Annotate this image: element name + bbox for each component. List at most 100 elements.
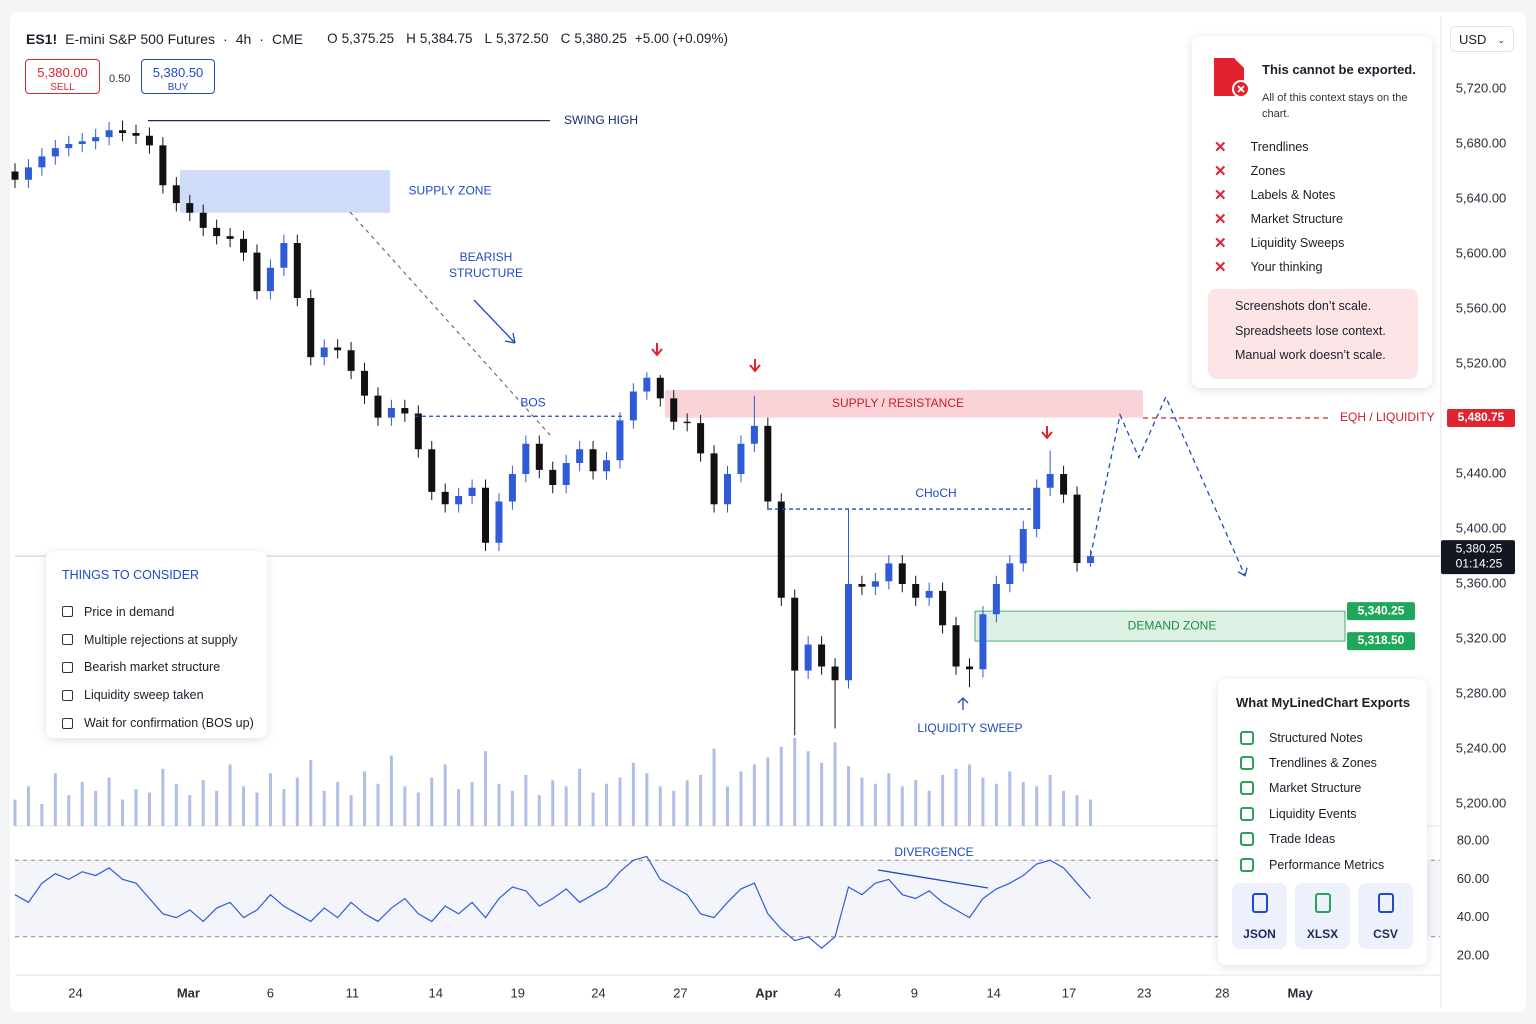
candle-body [374, 395, 382, 418]
checkbox[interactable] [62, 689, 73, 701]
checkbox[interactable] [62, 606, 73, 618]
rsi-tick-label: 80.00 [1457, 833, 1490, 848]
volume-bar [887, 773, 891, 826]
warning-item-text: Your thinking [1250, 260, 1323, 274]
projection-path [1089, 395, 1246, 577]
volume-bar [26, 786, 30, 826]
volume-bar [443, 764, 447, 826]
bearish-structure-label: STRUCTURE [449, 266, 523, 280]
x-icon: ✕ [1214, 259, 1227, 276]
volume-bar [605, 783, 609, 826]
warning-list: ✕ Trendlines ✕ Zones ✕ Labels & Notes ✕ Market … [1214, 135, 1344, 279]
volume-bar [820, 762, 824, 826]
volume-bar [510, 790, 514, 826]
candle-body [939, 590, 947, 626]
volume-bar [900, 786, 904, 826]
ohlc-key: L [484, 31, 492, 46]
checkbox[interactable] [62, 634, 73, 646]
candle-body [750, 425, 758, 444]
y-tick-label: 5,400.00 [1456, 520, 1507, 535]
swing-high-label: SWING HIGH [564, 113, 638, 127]
candle-body [105, 130, 113, 138]
y-tick-label: 5,560.00 [1456, 300, 1507, 315]
candle-body [226, 236, 234, 239]
sell-label: SELL [50, 82, 75, 93]
rejection-arrow [749, 359, 761, 373]
candle-body [858, 584, 866, 587]
checklist-text: Liquidity sweep taken [84, 688, 204, 703]
export-button[interactable]: XLSX [1295, 883, 1350, 949]
candle-body [253, 252, 261, 292]
warning-note: Manual work doesn’t scale. [1235, 348, 1386, 362]
candle-body [697, 423, 705, 454]
price-tag-label: 5,480.75 [1458, 410, 1505, 424]
sell-button[interactable]: 5,380.00 SELL [25, 59, 100, 94]
divergence-line [877, 869, 989, 889]
candle-body [132, 133, 140, 136]
candle-body [320, 347, 328, 358]
x-tick-label: May [1288, 985, 1314, 1000]
volume-bar [752, 764, 756, 826]
checklist-item: Liquidity sweep taken [62, 681, 254, 709]
candle-body [898, 563, 906, 584]
volume-bar [927, 790, 931, 826]
volume-bar [67, 795, 71, 826]
currency-select[interactable]: USD ⌄ [1450, 26, 1514, 52]
candle-body [992, 584, 1000, 615]
file-icon [1251, 893, 1268, 913]
volume-bar [242, 786, 246, 826]
supply-zone [180, 170, 390, 213]
export-icon [1240, 832, 1254, 847]
demand-zone-label: DEMAND ZONE [1128, 618, 1217, 632]
buy-label: BUY [167, 82, 189, 93]
chart-card [10, 12, 1526, 1012]
resistance-zone-label: SUPPLY / RESISTANCE [832, 396, 964, 410]
export-item: Trendlines & Zones [1240, 750, 1384, 775]
export-icon [1240, 857, 1254, 872]
x-icon: ✕ [1214, 211, 1227, 228]
ohlc-value: 5,375.25 [341, 31, 395, 46]
candle-body [549, 469, 557, 485]
volume-bar [658, 786, 662, 826]
candle-body [266, 267, 274, 292]
buy-price: 5,380.50 [152, 65, 204, 80]
ohlc-value: 5,372.50 [496, 31, 549, 46]
export-buttons: JSON XLSX CSV [1232, 883, 1413, 949]
trend-line [349, 211, 551, 436]
export-button[interactable]: CSV [1358, 883, 1413, 949]
volume-bar [1075, 795, 1079, 826]
export-button-label: XLSX [1306, 927, 1339, 941]
candle-body [361, 370, 369, 396]
volume-bar [1048, 774, 1052, 826]
warning-item: ✕ Market Structure [1214, 207, 1344, 231]
candle-body [1086, 556, 1094, 564]
volume-bar [914, 780, 918, 826]
volume-bar [268, 773, 272, 826]
export-button[interactable]: JSON [1232, 883, 1287, 949]
export-item: Performance Metrics [1240, 852, 1384, 877]
warning-item-text: Labels & Notes [1250, 188, 1336, 202]
candle-body [1073, 494, 1081, 564]
price-tag [1447, 408, 1515, 427]
candle-body [482, 487, 490, 543]
exports-title: What MyLinedChart Exports [1236, 695, 1411, 710]
candle-body [844, 584, 852, 681]
buy-button[interactable]: 5,380.50 BUY [141, 59, 215, 94]
export-button-label: JSON [1243, 927, 1276, 941]
volume-bar [537, 795, 541, 826]
candle-body [172, 185, 180, 204]
candle-body [562, 463, 570, 485]
ohlc-item: C 5,380.25 [561, 31, 627, 47]
checklist-text: Bearish market structure [84, 660, 221, 675]
rsi-tick-label: 60.00 [1457, 871, 1490, 886]
checkbox[interactable] [62, 661, 73, 673]
ohlc-item: O 5,375.25 [327, 31, 394, 47]
volume-bar [40, 804, 44, 826]
x-tick-label: 4 [834, 985, 841, 1000]
export-icon [1240, 806, 1254, 821]
volume-bar [860, 777, 864, 826]
checkbox[interactable] [62, 717, 73, 729]
candle-body [1046, 474, 1054, 488]
y-tick-label: 5,240.00 [1456, 740, 1507, 755]
